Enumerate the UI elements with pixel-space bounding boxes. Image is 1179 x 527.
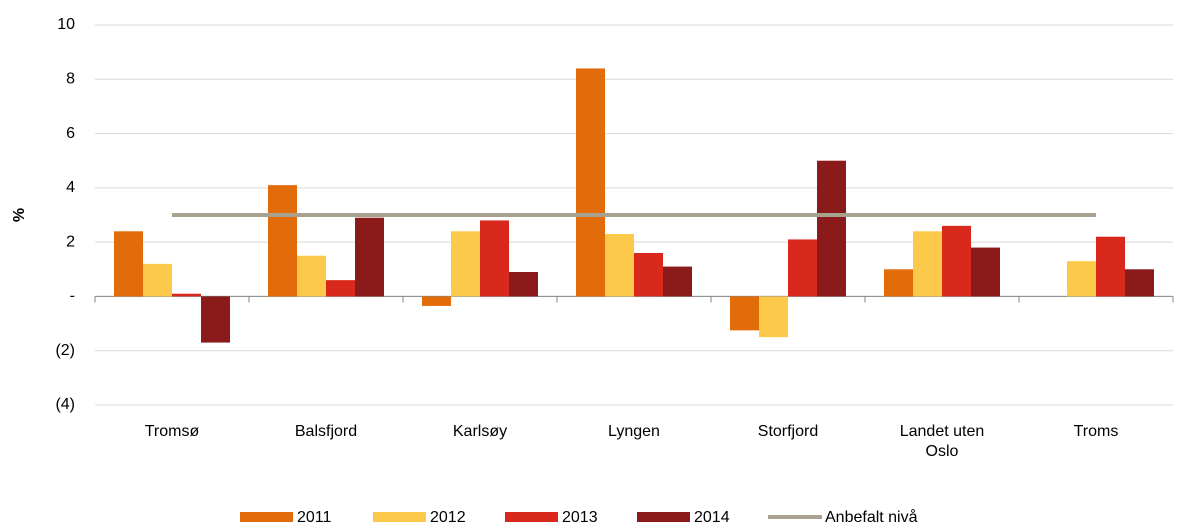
bar: [730, 296, 759, 331]
bar: [1125, 269, 1154, 297]
legend-swatch: [505, 512, 558, 522]
bar: [201, 296, 230, 343]
y-tick-label: (4): [55, 396, 75, 413]
y-tick-label: 4: [66, 179, 75, 196]
bar: [297, 255, 326, 297]
bar: [143, 263, 172, 297]
y-tick-label: 8: [66, 71, 75, 88]
bar: [480, 220, 509, 297]
x-tick-label: Lyngen: [608, 423, 660, 440]
bar: [1067, 261, 1096, 297]
bar: [788, 239, 817, 297]
bar: [913, 231, 942, 297]
legend-label: Anbefalt nivå: [825, 508, 918, 526]
y-tick-label: (2): [55, 342, 75, 359]
legend-swatch: [240, 512, 293, 522]
bar: [1096, 236, 1125, 297]
bar: [422, 296, 451, 306]
y-tick-label: 10: [57, 16, 75, 33]
bar: [971, 247, 1000, 297]
legend-swatch: [373, 512, 426, 522]
y-tick-label: 6: [66, 125, 75, 142]
legend-label: 2014: [694, 509, 730, 526]
bar: [817, 160, 846, 297]
bar: [451, 231, 480, 297]
x-tick-label: Balsfjord: [294, 423, 358, 440]
x-tick-label: Karlsøy: [452, 423, 508, 440]
x-tick-label: Storfjord: [757, 423, 819, 440]
y-tick-label: 2: [66, 233, 75, 250]
bar: [605, 234, 634, 297]
x-tick-label: Tromsø: [144, 423, 200, 440]
x-tick-label: Landet uten Oslo: [899, 423, 985, 460]
bar: [759, 296, 788, 338]
bar: [268, 185, 297, 297]
bar: [942, 225, 971, 297]
bar: [172, 293, 201, 297]
legend-label: 2013: [562, 509, 598, 526]
bar: [663, 266, 692, 297]
bar: [884, 269, 913, 297]
bar: [326, 280, 355, 297]
legend-label: 2012: [430, 509, 466, 526]
x-tick-label: Troms: [1073, 423, 1119, 440]
bar: [634, 253, 663, 297]
bar: [509, 272, 538, 297]
legend-label: 2011: [297, 509, 332, 526]
bar: [114, 231, 143, 297]
y-axis-label: %: [11, 208, 28, 222]
y-tick-label: -: [70, 288, 75, 305]
bar: [576, 68, 605, 297]
legend-swatch: [637, 512, 690, 522]
bar: [355, 217, 384, 297]
